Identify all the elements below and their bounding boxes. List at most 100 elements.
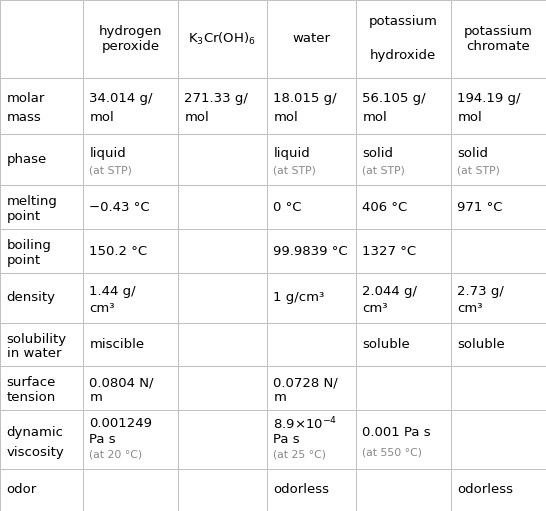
Bar [356,273,451,322]
Bar [267,273,356,322]
Bar [178,366,267,410]
Bar [178,0,267,78]
Text: 2.044 g/: 2.044 g/ [363,285,417,298]
Bar [451,134,546,184]
Text: 971 °C: 971 °C [458,200,503,214]
Bar [178,229,267,273]
Text: (at STP): (at STP) [90,166,132,175]
Bar [451,229,546,273]
Text: m: m [90,391,102,404]
Bar [267,134,356,184]
Bar [0,273,83,322]
Text: molar: molar [7,92,45,105]
Bar [83,78,178,134]
Text: K$_3$Cr(OH)$_6$: K$_3$Cr(OH)$_6$ [188,31,256,47]
Text: m: m [274,391,286,404]
Bar [356,366,451,410]
Bar [83,322,178,366]
Text: liquid: liquid [274,147,310,159]
Bar [356,410,451,469]
Text: odorless: odorless [274,483,329,496]
Bar [0,78,83,134]
Text: 0.001 Pa s: 0.001 Pa s [363,426,431,438]
Bar [0,229,83,273]
Bar [267,366,356,410]
Text: 99.9839 °C: 99.9839 °C [274,245,348,258]
Text: solid: solid [363,147,393,159]
Bar [0,322,83,366]
Text: −0.43 °C: −0.43 °C [90,200,150,214]
Text: point: point [7,211,40,223]
Text: 1 g/cm³: 1 g/cm³ [274,291,325,304]
Bar [83,366,178,410]
Bar [83,0,178,78]
Bar [451,0,546,78]
Text: 1327 °C: 1327 °C [363,245,417,258]
Bar [83,273,178,322]
Bar [178,273,267,322]
Text: odor: odor [7,483,37,496]
Bar [451,78,546,134]
Text: (at 25 °C): (at 25 °C) [274,450,327,459]
Text: (at STP): (at STP) [363,166,405,175]
Text: mass: mass [7,111,41,125]
Text: 406 °C: 406 °C [363,200,408,214]
Text: hydroxide: hydroxide [370,50,436,62]
Bar [267,78,356,134]
Bar [356,469,451,511]
Text: Pa s: Pa s [90,433,116,446]
Text: 0.001249: 0.001249 [90,417,152,430]
Bar [0,184,83,229]
Bar [267,322,356,366]
Text: liquid: liquid [90,147,126,159]
Bar [0,0,83,78]
Bar [356,229,451,273]
Text: solid: solid [458,147,489,159]
Text: (at STP): (at STP) [458,166,500,175]
Text: water: water [292,32,330,45]
Bar [356,0,451,78]
Bar [83,229,178,273]
Bar [0,469,83,511]
Bar [451,410,546,469]
Bar [83,184,178,229]
Text: 8.9×10$^{-4}$: 8.9×10$^{-4}$ [274,415,337,432]
Text: 34.014 g/: 34.014 g/ [90,92,153,105]
Bar [451,184,546,229]
Text: potassium
chromate: potassium chromate [464,25,533,53]
Text: Pa s: Pa s [274,433,300,446]
Text: (at 20 °C): (at 20 °C) [90,450,143,459]
Text: soluble: soluble [363,338,410,351]
Bar [451,469,546,511]
Text: solubility: solubility [7,333,67,345]
Text: melting: melting [7,195,57,208]
Bar [83,134,178,184]
Text: boiling: boiling [7,240,51,252]
Text: 194.19 g/: 194.19 g/ [458,92,521,105]
Bar [451,322,546,366]
Bar [267,184,356,229]
Bar [178,78,267,134]
Text: 0.0728 N/: 0.0728 N/ [274,376,338,389]
Bar [0,366,83,410]
Bar [451,366,546,410]
Text: 2.73 g/: 2.73 g/ [458,285,505,298]
Bar [267,469,356,511]
Text: mol: mol [274,111,298,125]
Text: dynamic: dynamic [7,426,63,438]
Bar [178,184,267,229]
Bar [356,184,451,229]
Text: 0.0804 N/: 0.0804 N/ [90,376,154,389]
Text: viscosity: viscosity [7,446,64,459]
Bar [267,410,356,469]
Text: hydrogen
peroxide: hydrogen peroxide [99,25,162,53]
Bar [451,273,546,322]
Text: miscible: miscible [90,338,145,351]
Text: 56.105 g/: 56.105 g/ [363,92,426,105]
Bar [178,469,267,511]
Bar [356,134,451,184]
Bar [356,78,451,134]
Text: mol: mol [185,111,209,125]
Text: cm³: cm³ [363,302,388,315]
Bar [178,322,267,366]
